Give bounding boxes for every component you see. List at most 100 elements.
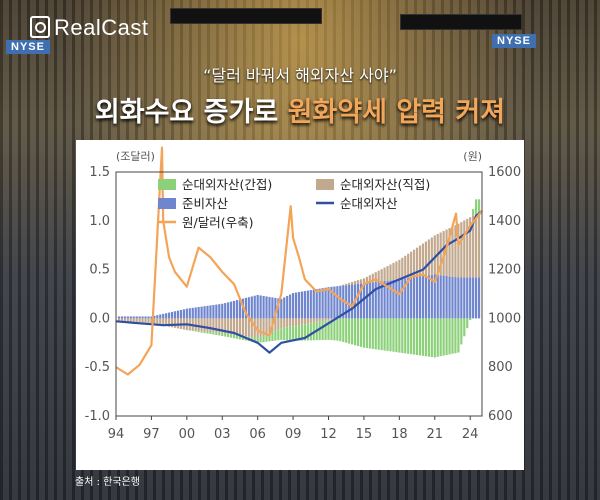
bar-net-foreign-assets-direct (203, 318, 206, 332)
bar-reserve-assets (262, 295, 265, 319)
bar-net-foreign-assets-direct (256, 318, 259, 338)
bar-net-foreign-assets-direct (359, 279, 363, 284)
bar-net-foreign-assets-indirect (230, 334, 233, 338)
bar-net-foreign-assets-indirect (206, 331, 209, 334)
bar-net-foreign-assets-indirect (227, 333, 230, 338)
bar-net-foreign-assets-indirect (463, 318, 466, 337)
bar-reserve-assets (212, 304, 215, 319)
bar-reserve-assets (457, 277, 460, 319)
bar-net-foreign-assets-direct (418, 245, 422, 277)
bar-net-foreign-assets-direct (321, 318, 324, 322)
bar-net-foreign-assets-direct (235, 318, 239, 336)
y-right-axis-unit: (원) (463, 150, 482, 163)
bar-reserve-assets (436, 274, 439, 319)
bar-reserve-assets (442, 275, 445, 319)
bar-net-foreign-assets-direct (469, 217, 472, 278)
bar-reserve-assets (430, 274, 433, 319)
bar-net-foreign-assets-direct (200, 318, 203, 332)
bar-net-foreign-assets-indirect (407, 318, 410, 354)
bar-reserve-assets (179, 309, 183, 319)
bar-net-foreign-assets-indirect (386, 318, 389, 351)
bar-net-foreign-assets-indirect (448, 318, 451, 355)
bar-net-foreign-assets-indirect (241, 335, 245, 340)
bar-reserve-assets (368, 282, 371, 319)
bar-reserve-assets (165, 313, 168, 319)
bar-net-foreign-assets-indirect (421, 318, 425, 356)
bar-reserve-assets (327, 287, 330, 319)
y-left-tick-label: 0.5 (89, 263, 110, 278)
bar-net-foreign-assets-direct (162, 318, 165, 326)
y-left-tick-label: 1.5 (89, 165, 110, 180)
bar-net-foreign-assets-indirect (474, 199, 478, 214)
bar-net-foreign-assets-direct (407, 253, 410, 279)
bar-net-foreign-assets-direct (421, 243, 425, 277)
legend-item-net: 순대외자산 (340, 196, 398, 211)
bar-net-foreign-assets-direct (126, 318, 129, 322)
bar-net-foreign-assets-direct (230, 318, 233, 335)
bar-reserve-assets (415, 276, 419, 319)
bar-net-foreign-assets-direct (197, 318, 200, 332)
bar-reserve-assets (460, 277, 463, 319)
bar-net-foreign-assets-indirect (398, 318, 401, 353)
bar-reserve-assets (126, 316, 129, 319)
bar-reserve-assets (404, 278, 407, 319)
x-tick-label: 03 (214, 427, 231, 442)
ticker-board (400, 14, 522, 30)
bar-net-foreign-assets-direct (277, 318, 280, 330)
bar-reserve-assets (256, 294, 259, 319)
bar-net-foreign-assets-indirect (221, 333, 224, 336)
bar-net-foreign-assets-direct (451, 226, 454, 277)
bar-net-foreign-assets-indirect (436, 318, 439, 357)
bar-reserve-assets (230, 301, 233, 319)
bar-net-foreign-assets-indirect (418, 318, 422, 356)
bar-reserve-assets (451, 276, 454, 319)
bar-reserve-assets (474, 277, 478, 319)
bar-net-foreign-assets-direct (156, 318, 159, 325)
bar-net-foreign-assets-direct (377, 270, 380, 282)
legend-item-indirect: 순대외자산(간접) (182, 177, 272, 192)
bar-net-foreign-assets-direct (477, 213, 481, 278)
bar-net-foreign-assets-indirect (472, 209, 475, 216)
bar-net-foreign-assets-direct (342, 284, 345, 286)
bar-reserve-assets (173, 311, 177, 319)
bar-net-foreign-assets-direct (300, 318, 304, 325)
bar-net-foreign-assets-direct (141, 318, 144, 323)
bar-net-foreign-assets-direct (380, 269, 383, 282)
bar-net-foreign-assets-indirect (300, 324, 304, 341)
bar-net-foreign-assets-indirect (433, 318, 436, 358)
bar-net-foreign-assets-indirect (374, 318, 377, 350)
bar-net-foreign-assets-indirect (395, 318, 398, 353)
bar-reserve-assets (386, 280, 389, 319)
bar-net-foreign-assets-direct (259, 318, 262, 337)
bar-reserve-assets (300, 291, 304, 319)
bar-reserve-assets (274, 297, 277, 319)
bar-net-foreign-assets-direct (365, 276, 368, 283)
bar-net-foreign-assets-indirect (365, 318, 368, 349)
bar-net-foreign-assets-direct (457, 223, 460, 278)
bar-net-foreign-assets-indirect (339, 318, 342, 342)
bar-reserve-assets (247, 297, 250, 319)
bar-reserve-assets (371, 282, 374, 319)
bar-net-foreign-assets-direct (404, 255, 407, 279)
y-right-tick-label: 1000 (488, 311, 521, 326)
bar-reserve-assets (424, 275, 428, 319)
bar-net-foreign-assets-direct (123, 318, 126, 322)
bar-net-foreign-assets-direct (315, 318, 318, 323)
bar-net-foreign-assets-direct (312, 318, 315, 323)
legend-item-reserves: 준비자산 (182, 196, 229, 211)
bar-reserve-assets (380, 281, 383, 319)
bar-net-foreign-assets-indirect (477, 199, 481, 214)
bar-net-foreign-assets-indirect (271, 331, 274, 341)
bar-net-foreign-assets-direct (460, 222, 463, 278)
bar-net-foreign-assets-direct (389, 264, 392, 281)
bar-net-foreign-assets-direct (351, 281, 354, 285)
y-right-tick-label: 1400 (488, 214, 521, 229)
headline-title-part2: 원화약세 압력 커져 (287, 97, 506, 128)
bar-reserve-assets (215, 304, 218, 319)
bar-net-foreign-assets-direct (371, 273, 374, 283)
bar-net-foreign-assets-direct (383, 267, 386, 281)
bar-net-foreign-assets-direct (227, 318, 230, 334)
legend-item-direct: 순대외자산(직접) (340, 177, 430, 192)
bar-net-foreign-assets-direct (424, 241, 428, 276)
bar-net-foreign-assets-direct (262, 318, 265, 336)
